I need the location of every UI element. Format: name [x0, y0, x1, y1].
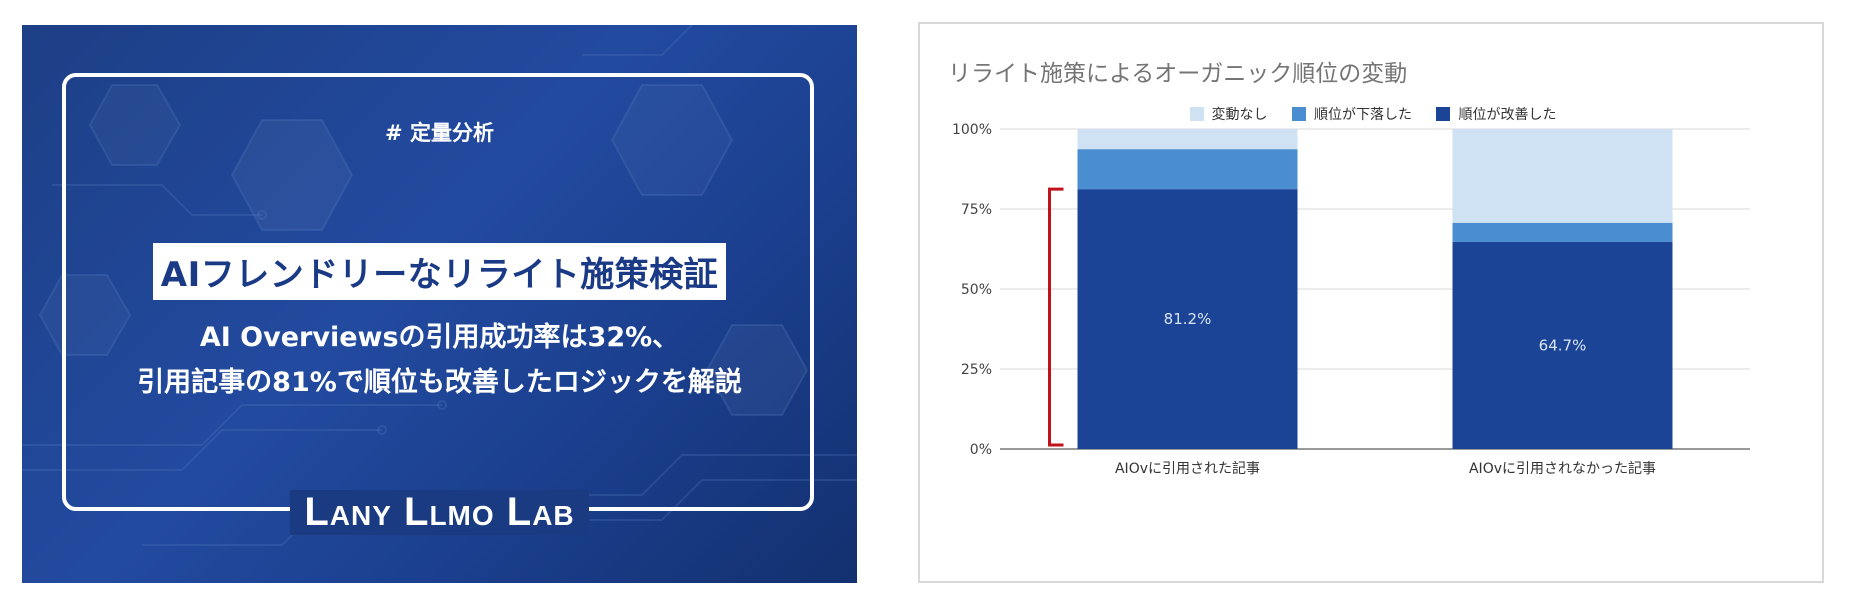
- bar-segment: [1077, 149, 1298, 190]
- banner-subtitle-line-1: AI Overviewsの引用成功率は32%、: [199, 322, 680, 353]
- bar-segment: [1452, 241, 1673, 449]
- legend-label: 変動なし: [1211, 107, 1268, 123]
- bar-segment: [1077, 129, 1298, 150]
- x-category-label: AIOvに引用されなかった記事: [1469, 460, 1656, 477]
- legend-swatch: [1436, 107, 1451, 121]
- banner-subtitle-line-2: 引用記事の81%で順位も改善したロジックを解説: [137, 367, 742, 398]
- legend-item-no-change: 変動なし: [1189, 104, 1268, 124]
- brand-logo: Lany Llmo Lab: [290, 490, 589, 535]
- legend-item-declined: 順位が下落した: [1292, 104, 1412, 124]
- x-category-label: AIOvに引用された記事: [1115, 460, 1260, 477]
- bar-segment: [1452, 129, 1673, 223]
- data-label: 64.7%: [1539, 336, 1587, 354]
- banner-headline: AIフレンドリーなリライト施策検証: [152, 243, 727, 300]
- bar-segment: [1077, 189, 1298, 449]
- y-tick-label: 100%: [952, 122, 992, 138]
- bracket-annotation: [1048, 187, 1064, 447]
- chart-legend: 変動なし 順位が下落した 順位が改善した: [920, 104, 1826, 124]
- y-tick-label: 25%: [961, 362, 992, 378]
- y-tick-label: 0%: [970, 442, 992, 458]
- legend-label: 順位が改善した: [1458, 107, 1557, 123]
- stacked-bar-chart: 0% 25% 50% 75% 100% 81.2% AIOvに引用された記事 64.7% AIO…: [952, 122, 1750, 477]
- data-label: 81.2%: [1164, 310, 1212, 328]
- chart-panel: リライト施策によるオーガニック順位の変動 変動なし 順位が下落した 順位が改善し…: [918, 22, 1824, 583]
- promo-banner: # 定量分析 AIフレンドリーなリライト施策検証 AI Overviewsの引用…: [22, 25, 857, 583]
- chart-title: リライト施策によるオーガニック順位の変動: [948, 61, 1408, 87]
- legend-swatch: [1292, 107, 1306, 121]
- y-tick-label: 75%: [961, 202, 992, 218]
- y-tick-label: 50%: [961, 282, 992, 298]
- legend-item-improved: 順位が改善した: [1436, 104, 1556, 124]
- bar-segment: [1452, 222, 1673, 242]
- legend-swatch: [1189, 107, 1204, 121]
- circuit-decoration: [22, 25, 857, 546]
- legend-label: 順位が下落した: [1314, 107, 1412, 123]
- category-tag: # 定量分析: [385, 121, 494, 145]
